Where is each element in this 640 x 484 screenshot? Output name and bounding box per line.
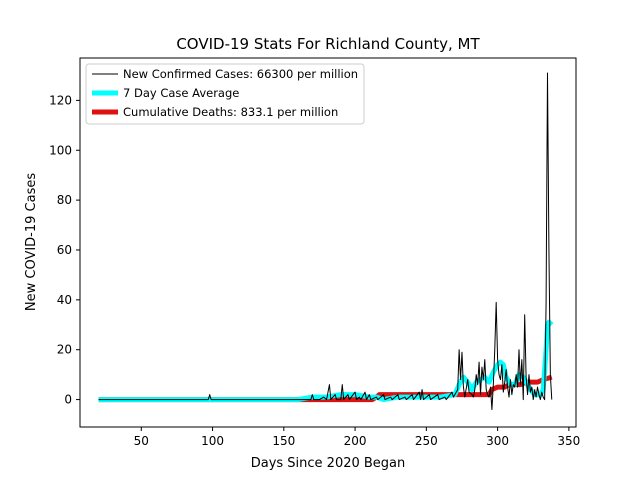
y-tick-label: 60 bbox=[57, 243, 72, 257]
x-tick-label: 100 bbox=[201, 434, 224, 448]
legend-label-new-cases: New Confirmed Cases: 66300 per million bbox=[123, 67, 358, 81]
x-axis: 50 100 150 200 250 300 350 bbox=[134, 427, 580, 448]
y-axis: 0 20 40 60 80 100 120 bbox=[49, 93, 80, 407]
y-tick-label: 40 bbox=[57, 293, 72, 307]
y-tick-label: 0 bbox=[64, 393, 72, 407]
series-line-0 bbox=[98, 72, 553, 411]
y-tick-label: 80 bbox=[57, 193, 72, 207]
y-tick-label: 100 bbox=[49, 143, 72, 157]
x-tick-label: 300 bbox=[486, 434, 509, 448]
legend-label-7-day-average: 7 Day Case Average bbox=[123, 86, 239, 100]
legend: New Confirmed Cases: 66300 per million 7… bbox=[85, 63, 365, 125]
x-tick-label: 200 bbox=[344, 434, 367, 448]
legend-label-cumulative-deaths: Cumulative Deaths: 833.1 per million bbox=[123, 105, 338, 119]
series-layer bbox=[98, 72, 554, 411]
y-tick-label: 20 bbox=[57, 343, 72, 357]
x-tick-label: 50 bbox=[134, 434, 149, 448]
x-tick-label: 350 bbox=[557, 434, 580, 448]
chart-title: COVID-19 Stats For Richland County, MT bbox=[176, 35, 480, 53]
y-tick-label: 120 bbox=[49, 93, 72, 107]
plot-area-frame bbox=[79, 57, 577, 428]
legend-box bbox=[85, 63, 365, 125]
x-tick-label: 250 bbox=[415, 434, 438, 448]
y-axis-label: New COVID-19 Cases bbox=[24, 173, 39, 311]
x-tick-label: 150 bbox=[272, 434, 295, 448]
x-axis-label: Days Since 2020 Began bbox=[251, 456, 406, 471]
